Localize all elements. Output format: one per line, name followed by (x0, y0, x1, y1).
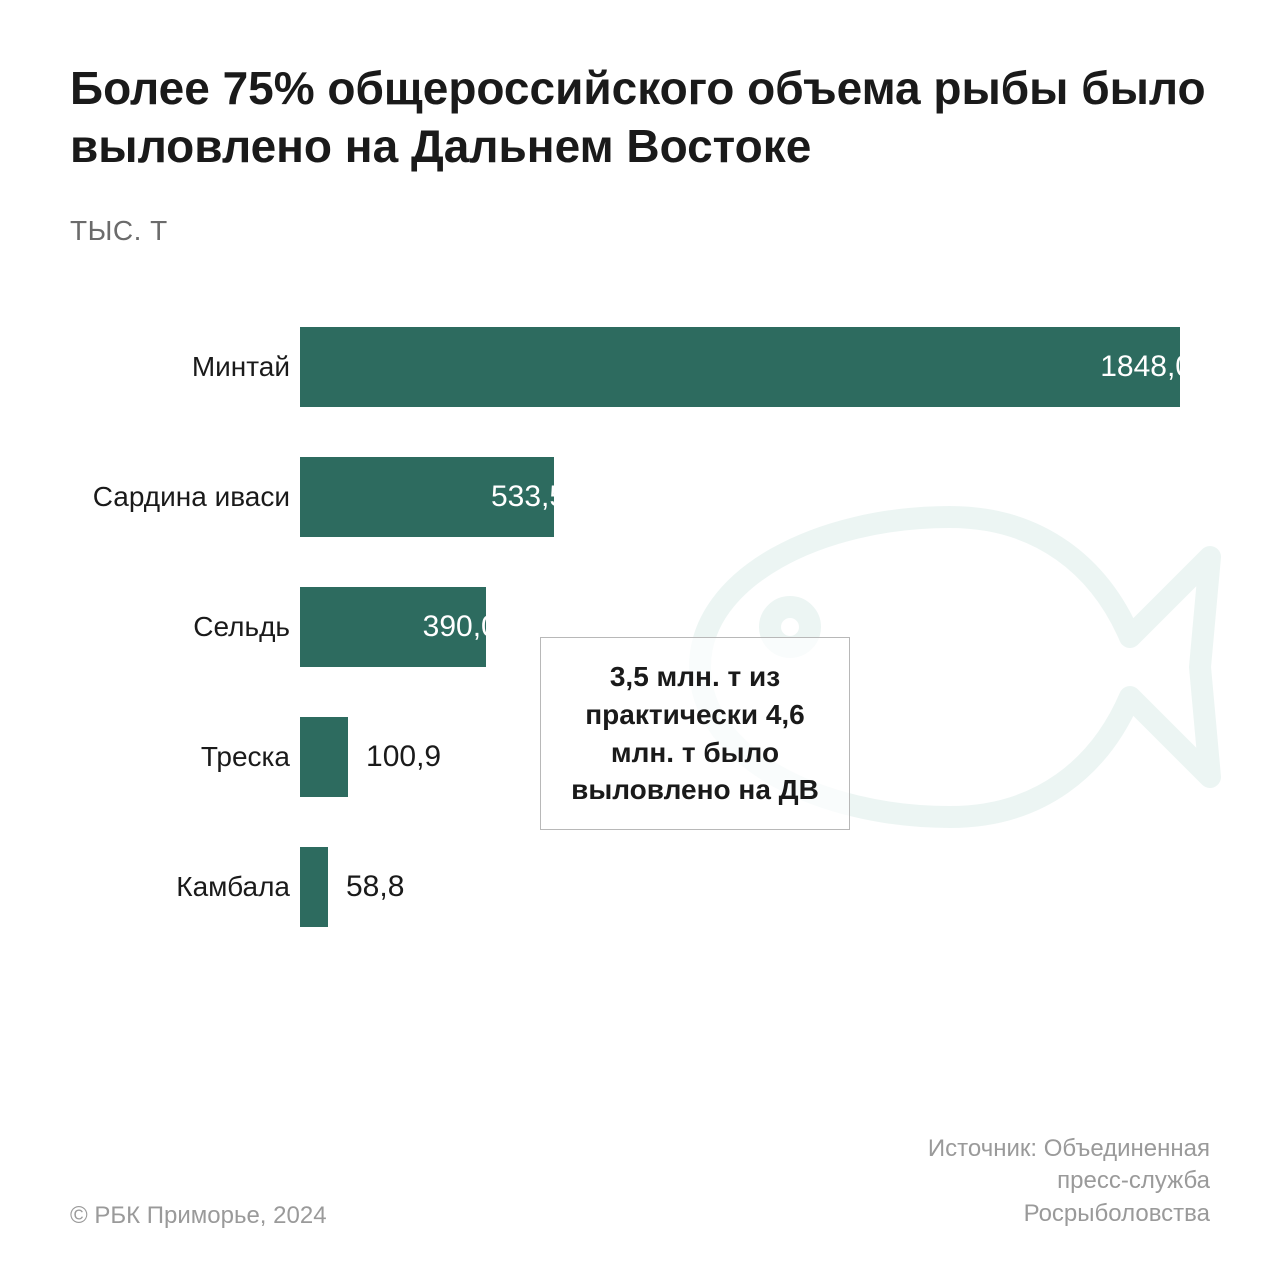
bar-value: 100,9 (366, 740, 441, 774)
callout-box: 3,5 млн. т из практически 4,6 млн. т был… (540, 637, 850, 830)
bar (300, 717, 348, 797)
infographic-container: Более 75% общероссийского объема рыбы бы… (0, 0, 1280, 1280)
bar-label: Сардина иваси (70, 481, 300, 513)
bar-label: Камбала (70, 871, 300, 903)
bar-wrap: 533,5 (300, 457, 1210, 537)
bar-label: Сельдь (70, 611, 300, 643)
bar-wrap: 58,8 (300, 847, 1210, 927)
unit-label: ТЫС. Т (70, 215, 1210, 247)
chart-area: Минтай 1848,0 Сардина иваси 533,5 Сельдь 390,… (70, 327, 1210, 1027)
bar-label: Треска (70, 741, 300, 773)
bar-label: Минтай (70, 351, 300, 383)
bar-row: Камбала 58,8 (70, 847, 1210, 927)
source-label: Источник: Объединеннаяпресс-службаРосрыб… (928, 1133, 1210, 1230)
bar-row: Минтай 1848,0 (70, 327, 1210, 407)
copyright: © РБК Приморье, 2024 (70, 1202, 327, 1230)
page-title: Более 75% общероссийского объема рыбы бы… (70, 60, 1210, 175)
bar-value: 58,8 (346, 870, 404, 904)
bar-value: 390,0 (423, 610, 498, 644)
bar-value: 533,5 (491, 480, 566, 514)
bar-value: 1848,0 (1100, 350, 1192, 384)
footer: © РБК Приморье, 2024 Источник: Объединен… (70, 1133, 1210, 1230)
callout-text: 3,5 млн. т из практически 4,6 млн. т был… (571, 661, 819, 805)
bar-row: Сардина иваси 533,5 (70, 457, 1210, 537)
bar-wrap: 1848,0 (300, 327, 1210, 407)
bar (300, 847, 328, 927)
bar (300, 327, 1180, 407)
